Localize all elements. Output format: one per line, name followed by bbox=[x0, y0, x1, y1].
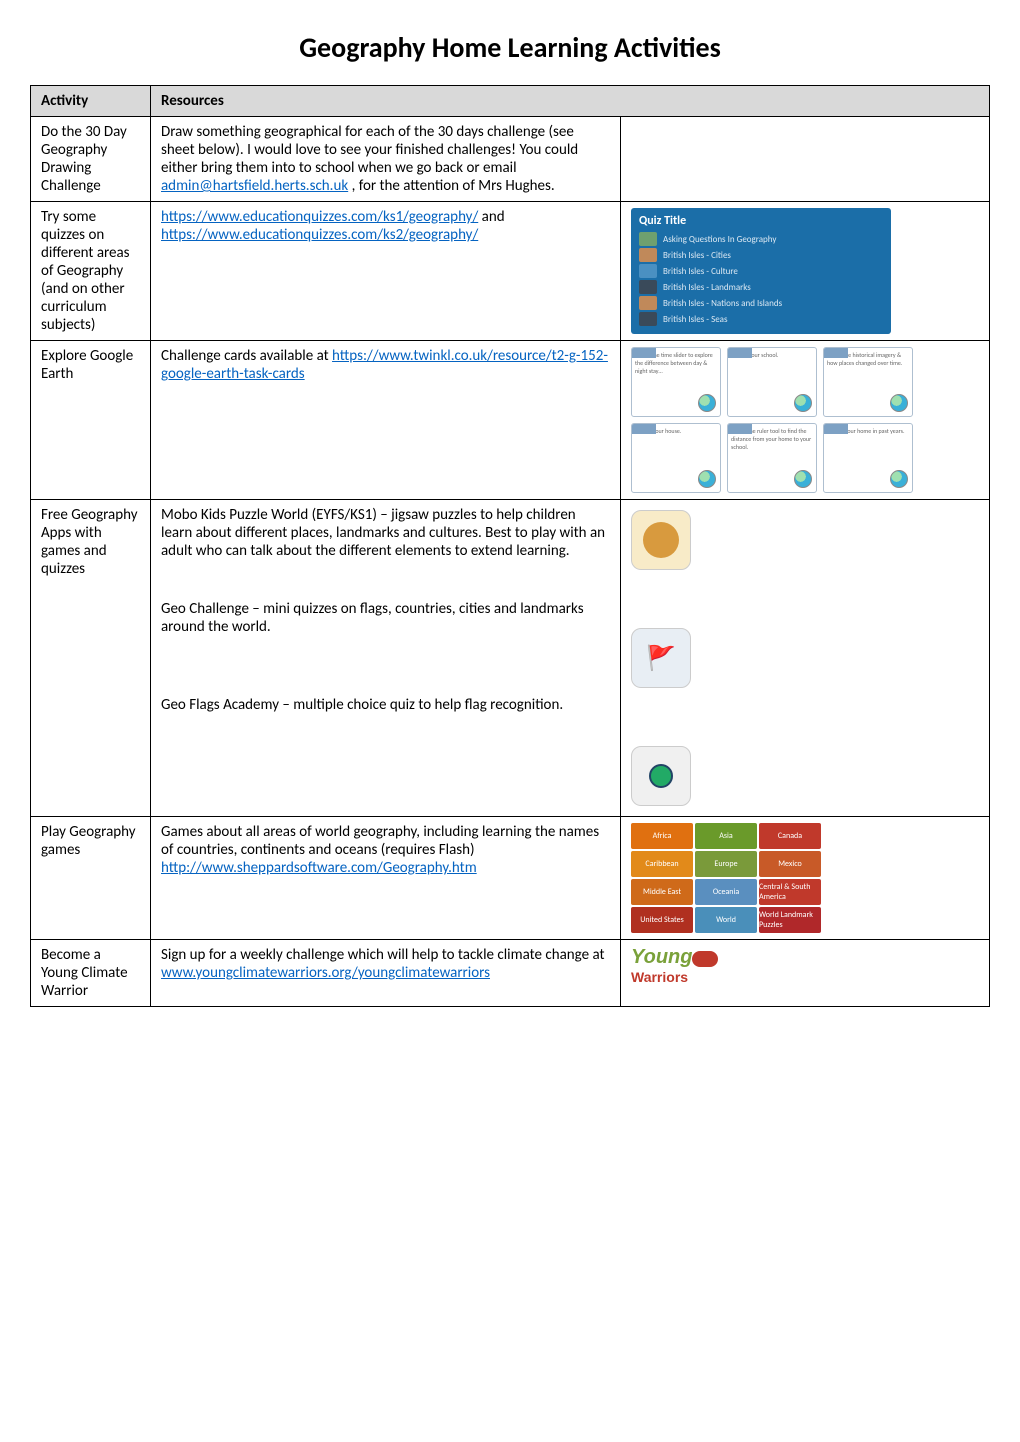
geo-tile: Canada bbox=[759, 823, 821, 849]
quiz-item: British Isles - Cities bbox=[639, 248, 883, 262]
quiz-thumb-icon bbox=[639, 296, 657, 310]
globe-icon bbox=[794, 394, 812, 412]
geo-tile: Central & South America bbox=[759, 879, 821, 905]
geo-tile: Caribbean bbox=[631, 851, 693, 877]
geo-tile: Europe bbox=[695, 851, 757, 877]
resources-cell: Challenge cards available at https://www… bbox=[151, 341, 621, 500]
globe-icon bbox=[698, 470, 716, 488]
text: and bbox=[482, 208, 505, 226]
activity-cell: Play Geography games bbox=[31, 817, 151, 940]
text: Sign up for a weekly challenge which wil… bbox=[161, 946, 605, 964]
link-sheppard[interactable]: http://www.sheppardsoftware.com/Geograph… bbox=[161, 859, 477, 877]
quiz-item: British Isles - Culture bbox=[639, 264, 883, 278]
resources-cell: Draw something geographical for each of … bbox=[151, 117, 621, 202]
link-ks2[interactable]: https://www.educationquizzes.com/ks2/geo… bbox=[161, 226, 478, 244]
col-resources-header: Resources bbox=[151, 86, 990, 117]
task-cards-grid: 1. Use the time slider to explore the di… bbox=[631, 347, 921, 493]
text: Draw something geographical for each of … bbox=[161, 123, 578, 177]
text: Geo Challenge – mini quizzes on flags, c… bbox=[161, 600, 610, 636]
app-icon-geoflags bbox=[631, 746, 691, 806]
young-climate-warriors-logo: Young Warriors bbox=[631, 946, 979, 986]
task-card: 5. Use the ruler tool to find the distan… bbox=[727, 423, 817, 493]
lion-icon bbox=[643, 522, 679, 558]
resources-cell: Mobo Kids Puzzle World (EYFS/KS1) – jigs… bbox=[151, 500, 621, 817]
email-link[interactable]: admin@hartsfield.herts.sch.uk bbox=[161, 177, 348, 195]
quiz-thumb-icon bbox=[639, 312, 657, 326]
geo-tile: Mexico bbox=[759, 851, 821, 877]
table-row: Do the 30 Day Geography Drawing Challeng… bbox=[31, 117, 990, 202]
quiz-panel-title: Quiz Title bbox=[639, 214, 883, 228]
quiz-item-label: British Isles - Landmarks bbox=[663, 282, 751, 293]
geo-tile: United States bbox=[631, 907, 693, 933]
quiz-item-label: British Isles - Seas bbox=[663, 314, 728, 325]
text: Games about all areas of world geography… bbox=[161, 823, 610, 859]
table-row: Become a Young Climate Warrior Sign up f… bbox=[31, 940, 990, 1007]
cloud-icon bbox=[692, 951, 718, 967]
thumb-cell bbox=[621, 117, 990, 202]
table-row: Try some quizzes on different areas of G… bbox=[31, 202, 990, 341]
geo-tile: Middle East bbox=[631, 879, 693, 905]
geo-tile: Africa bbox=[631, 823, 693, 849]
col-activity-header: Activity bbox=[31, 86, 151, 117]
activity-cell: Do the 30 Day Geography Drawing Challeng… bbox=[31, 117, 151, 202]
geo-tiles-grid: AfricaAsiaCanada CaribbeanEuropeMexico Mid… bbox=[631, 823, 891, 933]
quiz-item-label: Asking Questions In Geography bbox=[663, 234, 776, 245]
quiz-item-label: British Isles - Nations and Islands bbox=[663, 298, 782, 309]
globe-icon bbox=[794, 470, 812, 488]
globe-icon bbox=[698, 394, 716, 412]
activity-cell: Free Geography Apps with games and quizz… bbox=[31, 500, 151, 817]
geo-tile: World Landmark Puzzles bbox=[759, 907, 821, 933]
globe-icon bbox=[890, 470, 908, 488]
quiz-thumb-icon bbox=[639, 248, 657, 262]
quiz-panel: Quiz Title Asking Questions In Geography… bbox=[631, 208, 891, 334]
logo-text-bottom: Warriors bbox=[631, 969, 688, 985]
activities-table: Activity Resources Do the 30 Day Geograp… bbox=[30, 85, 990, 1007]
activity-cell: Try some quizzes on different areas of G… bbox=[31, 202, 151, 341]
link-ycw[interactable]: www.youngclimatewarriors.org/youngclimat… bbox=[161, 964, 490, 982]
quiz-item: Asking Questions In Geography bbox=[639, 232, 883, 246]
thumb-cell: Quiz Title Asking Questions In Geography… bbox=[621, 202, 990, 341]
app-icon-geochallenge: 🚩 bbox=[631, 628, 691, 688]
resources-cell: https://www.educationquizzes.com/ks1/geo… bbox=[151, 202, 621, 341]
activity-cell: Become a Young Climate Warrior bbox=[31, 940, 151, 1007]
task-card: 4. Find your house. bbox=[631, 423, 721, 493]
thumb-cell: 1. Use the time slider to explore the di… bbox=[621, 341, 990, 500]
app-icon-mobo bbox=[631, 510, 691, 570]
globe-icon bbox=[649, 764, 673, 788]
task-card: 6. Find your home in past years. bbox=[823, 423, 913, 493]
geo-tile: Asia bbox=[695, 823, 757, 849]
quiz-item: British Isles - Seas bbox=[639, 312, 883, 326]
resources-cell: Games about all areas of world geography… bbox=[151, 817, 621, 940]
table-row: Free Geography Apps with games and quizz… bbox=[31, 500, 990, 817]
activity-cell: Explore Google Earth bbox=[31, 341, 151, 500]
geo-tile: Oceania bbox=[695, 879, 757, 905]
text: Challenge cards available at bbox=[161, 347, 332, 365]
task-card: 3. Explore historical imagery & how plac… bbox=[823, 347, 913, 417]
thumb-cell: AfricaAsiaCanada CaribbeanEuropeMexico Mid… bbox=[621, 817, 990, 940]
task-card: 1. Use the time slider to explore the di… bbox=[631, 347, 721, 417]
quiz-thumb-icon bbox=[639, 280, 657, 294]
geo-tile: World bbox=[695, 907, 757, 933]
task-card: 2. Find your school. bbox=[727, 347, 817, 417]
table-row: Explore Google Earth Challenge cards ava… bbox=[31, 341, 990, 500]
quiz-thumb-icon bbox=[639, 264, 657, 278]
quiz-item: British Isles - Landmarks bbox=[639, 280, 883, 294]
quiz-thumb-icon bbox=[639, 232, 657, 246]
globe-icon bbox=[890, 394, 908, 412]
quiz-item-label: British Isles - Cities bbox=[663, 250, 731, 261]
text: Mobo Kids Puzzle World (EYFS/KS1) – jigs… bbox=[161, 506, 610, 560]
link-ks1[interactable]: https://www.educationquizzes.com/ks1/geo… bbox=[161, 208, 478, 226]
resources-cell: Sign up for a weekly challenge which wil… bbox=[151, 940, 621, 1007]
text: Geo Flags Academy – multiple choice quiz… bbox=[161, 696, 610, 714]
quiz-item-label: British Isles - Culture bbox=[663, 266, 738, 277]
quiz-item: British Isles - Nations and Islands bbox=[639, 296, 883, 310]
table-row: Play Geography games Games about all are… bbox=[31, 817, 990, 940]
thumb-cell: Young Warriors bbox=[621, 940, 990, 1007]
thumb-cell: 🚩 bbox=[621, 500, 990, 817]
text: , for the attention of Mrs Hughes. bbox=[352, 177, 555, 195]
logo-text-top: Young bbox=[631, 946, 692, 968]
page-title: Geography Home Learning Activities bbox=[30, 30, 990, 65]
flags-icon: 🚩 bbox=[646, 644, 676, 673]
